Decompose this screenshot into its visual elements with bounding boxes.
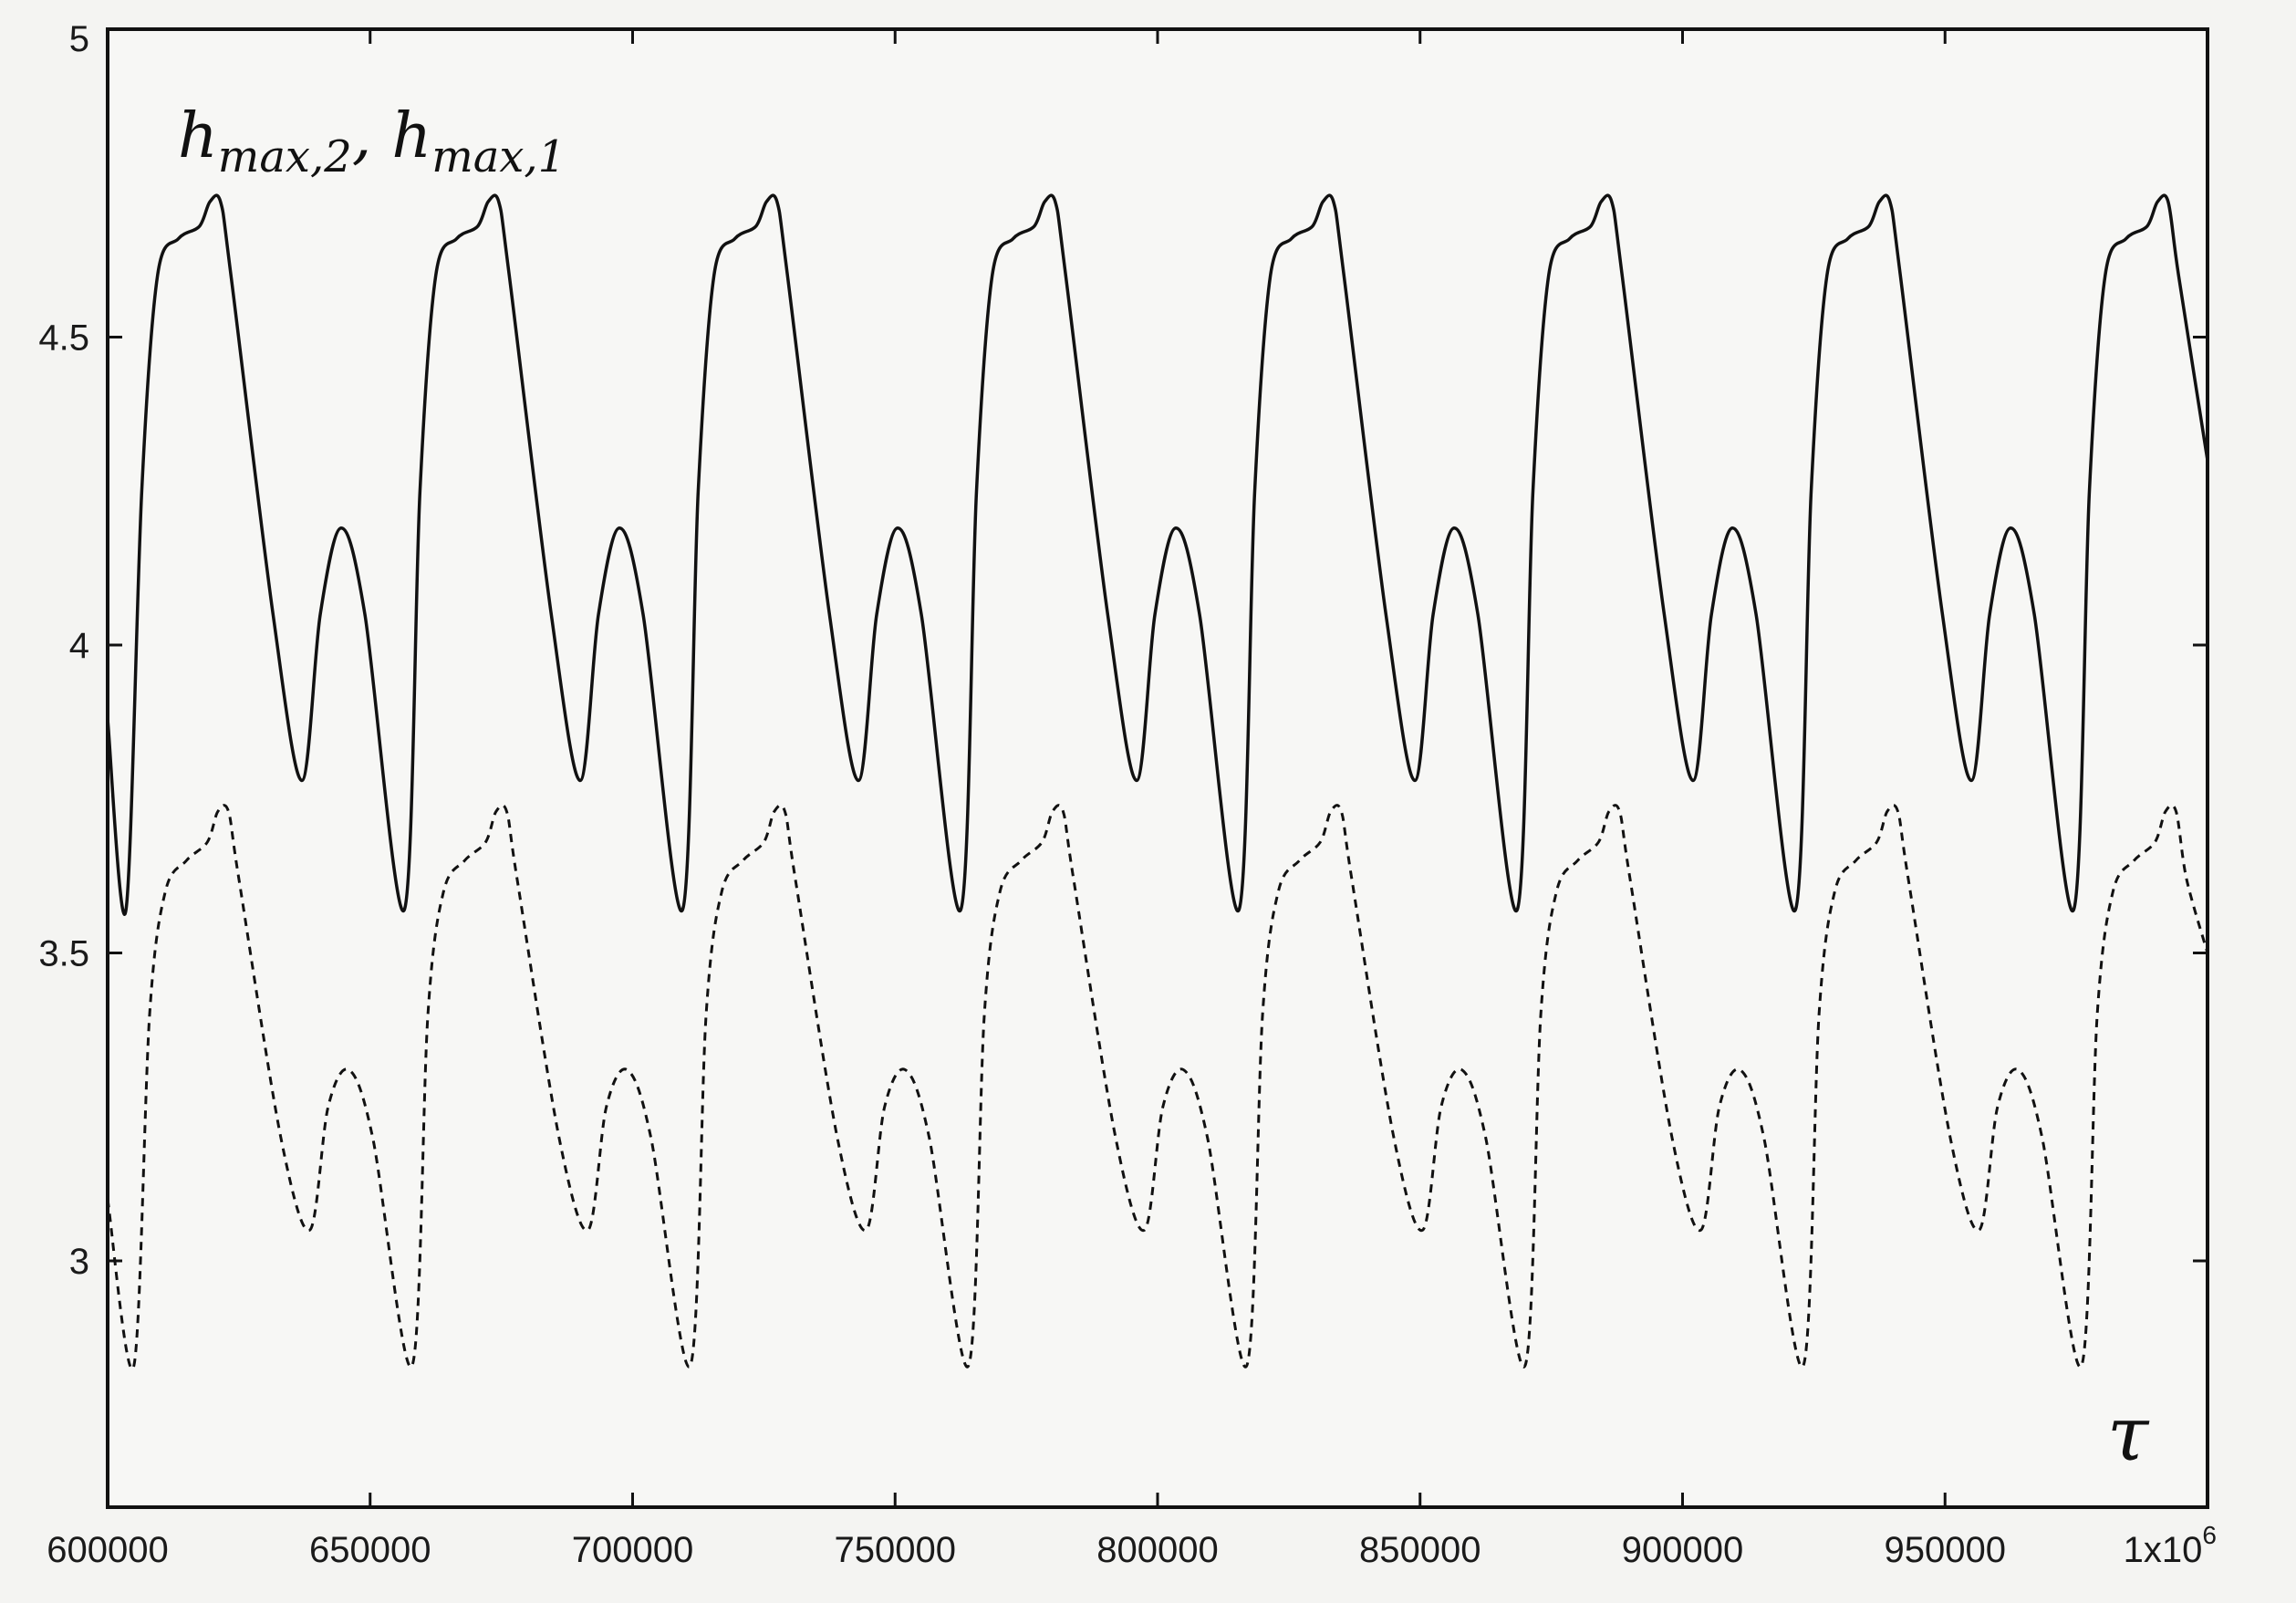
y-tick-label-2: 4 [69, 626, 89, 666]
series-annotation: hmax,2, hmax,1 [178, 100, 566, 182]
annotation-base-a: h [178, 100, 218, 172]
x-tick-label-5: 850000 [1359, 1530, 1480, 1570]
x-tick-label-7: 950000 [1885, 1530, 2006, 1570]
axis-ticks [106, 27, 2209, 1507]
x-tick-label-4: 800000 [1096, 1530, 1218, 1570]
x-tick-label-6: 900000 [1622, 1530, 1743, 1570]
x-tick-label-2: 700000 [572, 1530, 693, 1570]
x-tick-label-3: 750000 [835, 1530, 956, 1570]
series-line-1-dashed [106, 804, 2209, 1370]
x-tick-label-1: 650000 [309, 1530, 431, 1570]
x-axis-label: τ [2107, 1391, 2150, 1478]
x-tick-label-0: 600000 [47, 1530, 168, 1570]
y-tick-label-1: 3.5 [38, 934, 89, 974]
y-tick-labels: 3 3.5 4 4.5 5 [38, 19, 89, 1282]
y-tick-label-3: 4.5 [38, 318, 89, 359]
series-line-0-solid [106, 193, 2209, 916]
annotation-separator: , [352, 100, 372, 172]
annotation-base-b: h [391, 100, 431, 172]
y-tick-label-4: 5 [69, 19, 89, 59]
y-tick-label-0: 3 [69, 1242, 89, 1282]
annotation-sub-b: max,1 [431, 131, 566, 182]
x-tick-exponent: 6 [2202, 1521, 2217, 1549]
annotation-sub-a: max,2 [218, 131, 352, 182]
series-lines [106, 193, 2209, 1370]
plot-frame [106, 27, 2209, 1509]
